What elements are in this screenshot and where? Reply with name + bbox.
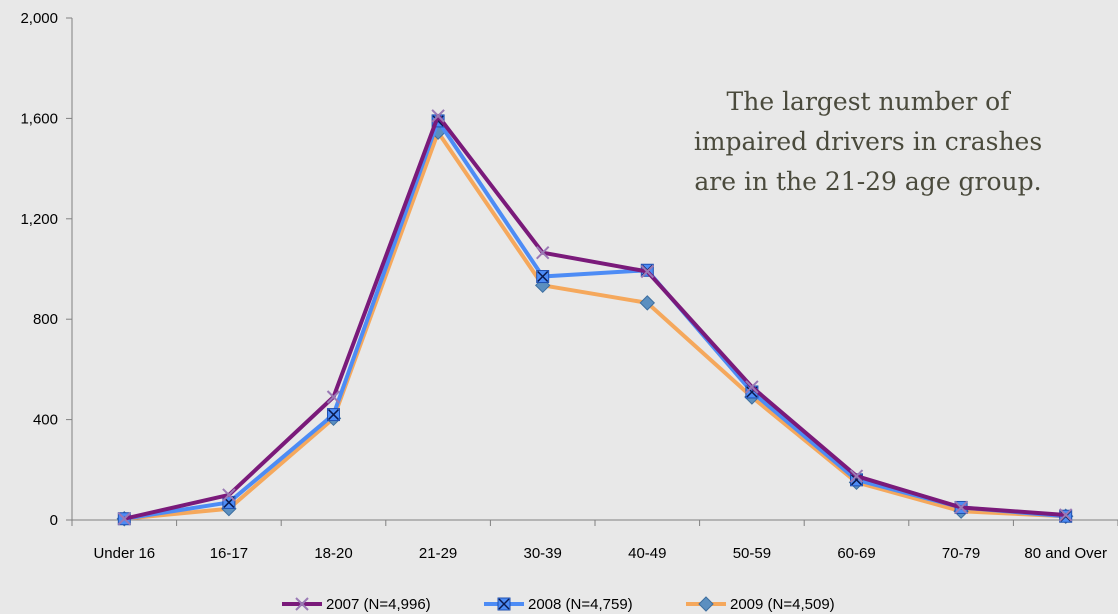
x-ticks: Under 16 16-17 18-20 21-29 30-39 40-49 50-59 60… — [71, 520, 1118, 562]
annotation-line-3: are in the 21-29 age group. — [694, 167, 1041, 196]
series-0 — [117, 109, 1073, 526]
y-tick-label: 1,600 — [20, 110, 58, 127]
x-axis: Under 16 16-17 18-20 21-29 30-39 40-49 50-59 60… — [71, 519, 1118, 562]
marker-stroke — [537, 270, 549, 283]
x-tick-label: 60-69 — [837, 545, 875, 562]
data-point — [954, 500, 968, 515]
legend-swatch-marker — [295, 597, 309, 611]
y-tick-label: 1,200 — [20, 211, 58, 228]
annotation-line-1: The largest number of — [727, 87, 1012, 116]
marker-stroke — [222, 488, 236, 502]
legend-item-2: 2009 (N=4,509) — [686, 596, 835, 613]
marker-stroke — [535, 245, 550, 260]
legend-item-1: 2008 (N=4,759) — [484, 596, 633, 613]
x-tick-label: 30-39 — [524, 545, 562, 562]
marker-stroke — [498, 598, 510, 610]
y-ticks: 0 400 800 1,200 1,600 2,000 — [20, 10, 72, 529]
data-point — [1058, 508, 1073, 522]
y-tick-label: 0 — [50, 512, 58, 529]
y-tick-label: 400 — [33, 412, 58, 429]
data-point — [536, 270, 550, 284]
marker-stroke — [431, 109, 445, 123]
data-point — [639, 295, 656, 311]
legend-item-0: 2007 (N=4,996) — [282, 596, 431, 613]
marker-stroke — [295, 597, 309, 611]
data-point — [431, 109, 445, 123]
data-point — [640, 264, 655, 279]
data-point — [327, 408, 340, 422]
marker-stroke — [745, 380, 759, 394]
x-tick-label: 50-59 — [733, 545, 771, 562]
marker-stroke — [1058, 508, 1073, 522]
data-point — [326, 390, 341, 404]
series-line — [123, 113, 1066, 521]
x-tick-label: 80 and Over — [1024, 545, 1107, 562]
x-tick-label: 16-17 — [210, 545, 248, 562]
marker-stroke — [327, 409, 340, 421]
legend-swatch-marker — [497, 597, 511, 611]
annotation-line-2: impaired drivers in crashes — [694, 127, 1042, 156]
data-point — [849, 469, 864, 483]
data-point — [117, 512, 132, 526]
legend-label: 2008 (N=4,759) — [528, 596, 633, 613]
y-tick-label: 800 — [33, 311, 58, 328]
x-tick-label: 18-20 — [314, 545, 352, 562]
legend-label: 2007 (N=4,996) — [326, 596, 431, 613]
x-tick-label: Under 16 — [93, 545, 155, 562]
data-point — [745, 380, 759, 394]
x-tick-label: 21-29 — [419, 545, 457, 562]
data-point — [222, 488, 236, 502]
marker-stroke — [117, 512, 132, 526]
y-tick-label: 2,000 — [20, 10, 58, 27]
series-line — [124, 130, 1066, 521]
x-tick-label: 40-49 — [628, 545, 666, 562]
legend: 2007 (N=4,996) 2008 (N=4,759) 2009 (N=4,50… — [282, 596, 835, 613]
series-group — [116, 109, 1074, 527]
legend-swatch-marker — [698, 596, 714, 612]
marker-stroke — [954, 500, 968, 515]
x-tick-label: 70-79 — [942, 545, 980, 562]
marker-stroke — [640, 264, 655, 279]
y-axis: 0 400 800 1,200 1,600 2,000 — [20, 10, 73, 529]
marker-stroke — [326, 390, 341, 404]
marker-stroke — [849, 469, 864, 483]
data-point — [535, 245, 550, 260]
legend-label: 2009 (N=4,509) — [730, 596, 835, 613]
